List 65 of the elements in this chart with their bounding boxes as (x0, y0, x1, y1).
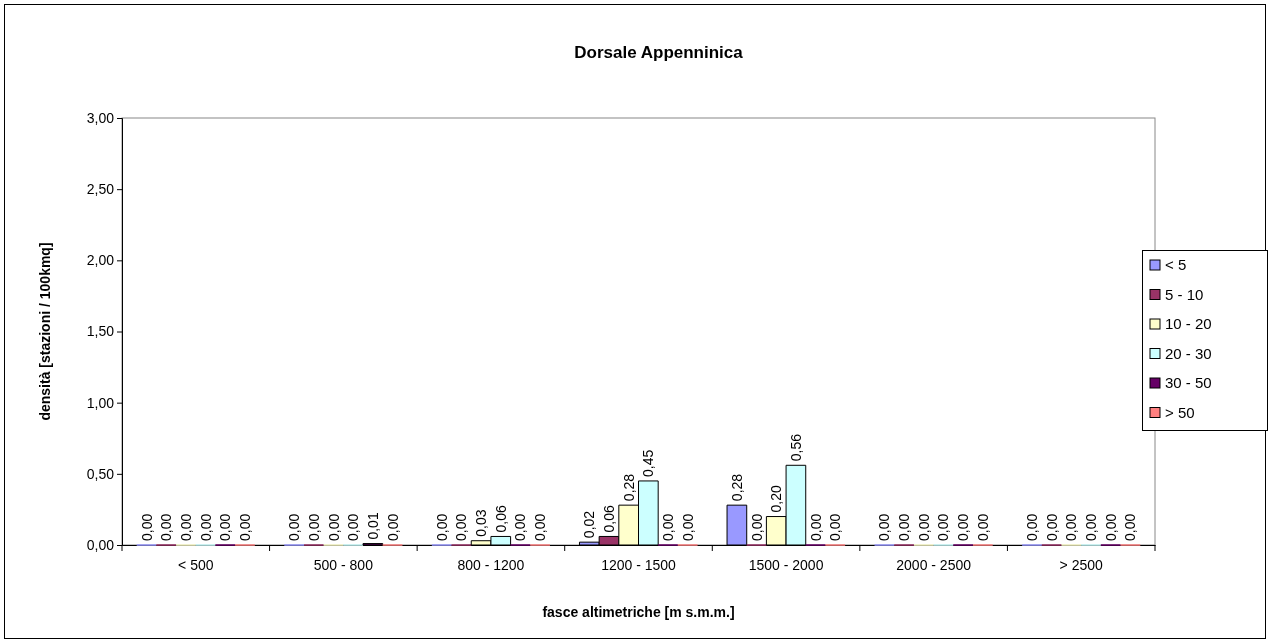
data-label: 0,00 (433, 513, 450, 541)
data-label: 0,00 (384, 513, 401, 541)
data-label: 0,45 (640, 449, 657, 477)
y-tick-label: 1,50 (86, 323, 115, 340)
data-label: 0,00 (915, 513, 932, 541)
y-tick-label: 3,00 (86, 109, 115, 126)
data-label: 0,00 (807, 513, 824, 541)
data-label: 0,00 (325, 513, 342, 541)
chart-title: Dorsale Appenninica (574, 43, 744, 62)
data-label: 0,00 (512, 513, 529, 541)
data-label: 0,00 (1102, 513, 1119, 541)
data-label: 0,00 (1122, 513, 1139, 541)
y-tick-label: 0,50 (86, 465, 115, 482)
data-label: 0,00 (453, 513, 470, 541)
data-label: 0,01 (364, 512, 381, 540)
data-label: 0,00 (236, 513, 253, 541)
data-label: 0,00 (197, 513, 214, 541)
x-tick-label: 500 - 800 (313, 557, 374, 574)
legend-label: 30 - 50 (1165, 374, 1212, 391)
legend-label: > 50 (1165, 403, 1195, 421)
data-label: 0,00 (1024, 513, 1041, 541)
data-label: 0,28 (620, 473, 637, 502)
legend-label: < 5 (1165, 256, 1187, 273)
data-label: 0,00 (827, 513, 844, 541)
legend-label: 5 - 10 (1165, 285, 1204, 303)
data-label: 0,00 (158, 513, 175, 541)
data-label: 0,00 (138, 513, 155, 541)
y-tick-label: 2,00 (86, 252, 115, 269)
data-label: 0,28 (728, 473, 745, 502)
data-label: 0,00 (896, 513, 913, 541)
data-label: 0,00 (217, 513, 234, 541)
data-label: 0,20 (768, 485, 785, 513)
data-label: 0,56 (787, 433, 804, 462)
y-tick-label: 2,50 (86, 181, 115, 198)
data-label: 0,06 (492, 505, 509, 533)
x-tick-label: < 500 (178, 557, 214, 574)
data-label: 0,00 (955, 513, 972, 541)
data-label: 0,00 (974, 513, 991, 541)
y-axis-title: densità [stazioni / 100kmq] (37, 242, 53, 421)
data-label: 0,00 (1063, 513, 1080, 541)
y-tick-label: 1,00 (86, 394, 115, 411)
x-tick-label: 2000 - 2500 (896, 557, 972, 574)
legend-label: 20 - 30 (1165, 344, 1212, 362)
data-label: 0,00 (305, 513, 322, 541)
data-label: 0,00 (345, 513, 362, 541)
x-tick-label: 1500 - 2000 (748, 557, 824, 574)
y-tick-label: 0,00 (86, 536, 115, 553)
data-label: 0,00 (532, 513, 549, 541)
data-label: 0,00 (876, 513, 893, 541)
data-label: 0,00 (1083, 513, 1100, 541)
data-label: 0,02 (581, 510, 598, 539)
data-label: 0,00 (679, 513, 696, 541)
data-label: 0,00 (1043, 513, 1060, 541)
data-label: 0,06 (600, 505, 617, 533)
data-label: 0,00 (177, 513, 194, 541)
x-tick-label: > 2500 (1059, 557, 1104, 574)
data-label: 0,00 (660, 513, 677, 541)
data-label: 0,00 (286, 513, 303, 541)
data-label: 0,00 (748, 513, 765, 541)
x-tick-label: 800 - 1200 (457, 557, 525, 574)
x-axis-title: fasce altimetriche [m s.m.m.] (542, 604, 735, 620)
data-label: 0,03 (473, 509, 490, 537)
data-label: 0,00 (935, 513, 952, 541)
legend-label: 10 - 20 (1165, 315, 1212, 332)
x-tick-label: 1200 - 1500 (601, 557, 677, 574)
